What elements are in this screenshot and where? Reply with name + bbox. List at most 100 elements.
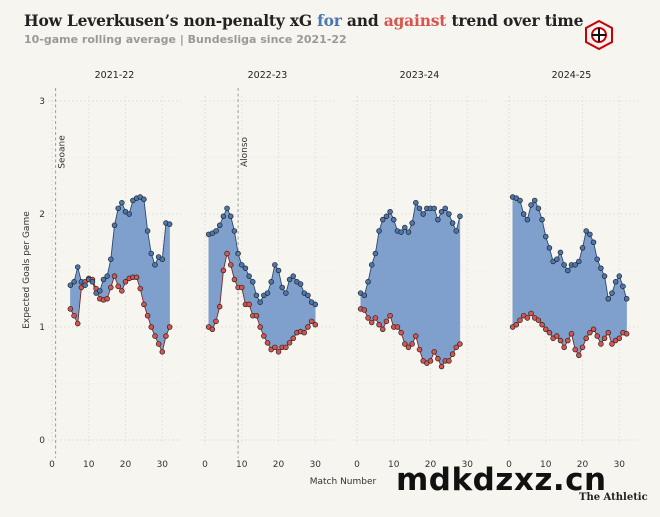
xg-for-point: [438, 208, 445, 215]
xg-against-point: [108, 284, 114, 291]
xg-for-point: [565, 267, 571, 274]
xg-for-point: [97, 288, 103, 294]
area-segment: [589, 234, 594, 334]
xg-against-point: [609, 341, 615, 347]
xg-for-point: [159, 256, 166, 262]
xg-for-point: [524, 216, 531, 223]
y-tick-label: 0: [39, 436, 45, 446]
xg-against-point: [605, 329, 612, 336]
xg-for-point: [579, 245, 586, 251]
area-segment: [404, 226, 409, 348]
season-label: 2022-23: [248, 70, 288, 81]
xg-against-point: [368, 319, 375, 326]
x-tick-label: 30: [310, 460, 322, 470]
xg-against-point: [305, 324, 311, 330]
xg-for-point: [416, 205, 423, 212]
xg-against-point: [405, 344, 412, 351]
area-segment: [208, 232, 213, 330]
area-segment: [378, 219, 383, 330]
y-tick-label: 3: [39, 97, 45, 107]
area-segment: [452, 222, 457, 355]
xg-against-point: [275, 349, 282, 355]
xg-for-point: [115, 205, 121, 212]
area-segment: [567, 264, 572, 341]
club-crest-icon: [585, 20, 613, 50]
xg-against-point: [67, 306, 74, 312]
xg-against-point: [601, 335, 608, 342]
area-segment: [165, 222, 170, 337]
manager-label: Alonso: [240, 136, 250, 167]
xg-against-point: [119, 288, 125, 294]
xg-for-point: [528, 202, 534, 208]
xg-for-point: [250, 279, 256, 285]
xg-against-point: [416, 346, 423, 353]
area-segment: [121, 202, 126, 291]
chart-subtitle: 10-game rolling average | Bundesliga sin…: [24, 33, 347, 46]
xg-for-point: [623, 296, 630, 302]
x-tick-label: 0: [49, 460, 55, 470]
area-segment: [400, 226, 405, 345]
title-for: for: [317, 11, 342, 30]
xg-for-point: [376, 228, 382, 234]
xg-for-point: [379, 216, 386, 223]
area-segment: [534, 200, 539, 321]
xg-against-point: [379, 326, 386, 333]
area-segment: [556, 252, 561, 342]
xg-against-point: [524, 315, 531, 321]
xg-against-point: [435, 355, 441, 362]
area-segment: [448, 213, 453, 361]
xg-for-point: [111, 222, 118, 229]
area-segment: [523, 213, 528, 319]
x-tick-label: 20: [425, 460, 437, 470]
area-segment: [441, 207, 446, 368]
xg-against-point: [387, 312, 393, 319]
area-segment: [530, 199, 535, 319]
title-and: and: [341, 11, 384, 30]
xg-for-point: [126, 211, 132, 217]
season-label: 2024-25: [552, 70, 592, 81]
xg-against-point: [163, 333, 169, 339]
xg-against-point: [365, 315, 371, 321]
area-segment: [422, 207, 428, 364]
area-segment: [552, 258, 557, 339]
xg-against-point: [568, 331, 575, 337]
xg-for-point: [594, 256, 600, 262]
xg-for-point: [517, 197, 523, 204]
area-segment: [456, 216, 461, 348]
xg-against-point: [623, 331, 630, 337]
area-segment: [426, 208, 431, 364]
xg-for-point: [531, 197, 538, 204]
xg-against-point: [209, 326, 216, 333]
xg-for-point: [305, 292, 311, 299]
x-tick-label: 0: [202, 460, 208, 470]
area-segment: [117, 202, 123, 292]
xg-against-point: [383, 318, 390, 325]
xg-against-point: [398, 329, 404, 336]
xg-against-point: [576, 352, 582, 359]
xg-for-point: [227, 213, 234, 220]
area-segment: [219, 216, 224, 307]
x-tick-label: 10: [388, 460, 400, 470]
xg-against-point: [246, 301, 252, 308]
area-segment: [419, 207, 424, 361]
xg-for-point: [391, 216, 397, 223]
xg-for-point: [402, 224, 408, 231]
xg-against-point: [290, 335, 296, 342]
xg-for-point: [279, 284, 285, 291]
xg-against-point: [361, 307, 368, 313]
y-axis-label: Expected Goals per Game: [22, 211, 32, 329]
xg-for-point: [398, 229, 404, 235]
xg-for-point: [100, 276, 107, 283]
xg-for-point: [616, 273, 623, 279]
xg-against-point: [557, 337, 564, 344]
xg-against-point: [413, 333, 419, 339]
area-segment: [615, 275, 620, 341]
xg-for-point: [272, 262, 278, 268]
area-segment: [125, 211, 130, 283]
xg-against-point: [583, 335, 589, 342]
area-segment: [154, 256, 159, 345]
area-segment: [545, 236, 550, 334]
xg-against-point: [264, 340, 271, 346]
xg-for-point: [576, 258, 582, 265]
